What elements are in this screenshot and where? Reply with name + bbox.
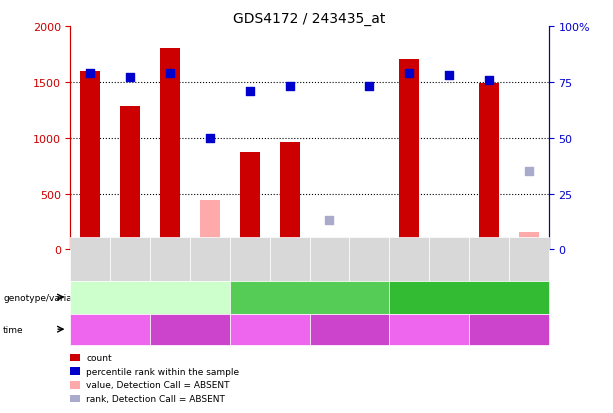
- Bar: [240, 153, 260, 250]
- Text: GSM538608: GSM538608: [325, 236, 334, 282]
- Text: GSM538617: GSM538617: [365, 236, 374, 282]
- Bar: [160, 49, 180, 250]
- Text: GSM538618: GSM538618: [524, 236, 533, 282]
- Text: genotype/variation: genotype/variation: [3, 293, 89, 302]
- Text: GSM538613: GSM538613: [126, 236, 135, 282]
- Text: 6 hours: 6 hours: [92, 324, 129, 335]
- Text: GSM538615: GSM538615: [444, 236, 454, 282]
- Text: GSM538616: GSM538616: [205, 236, 215, 282]
- Point: [205, 135, 215, 142]
- Title: GDS4172 / 243435_at: GDS4172 / 243435_at: [234, 12, 386, 26]
- Text: GSM538607: GSM538607: [166, 236, 175, 282]
- Text: 6 hours: 6 hours: [251, 324, 288, 335]
- Text: GSM538612: GSM538612: [405, 236, 414, 282]
- Point: [405, 70, 414, 77]
- Point: [444, 73, 454, 79]
- Text: time: time: [3, 325, 24, 334]
- Text: percentile rank within the sample: percentile rank within the sample: [86, 367, 240, 376]
- Point: [245, 88, 255, 95]
- Text: 6 hours: 6 hours: [411, 324, 447, 335]
- Bar: [319, 249, 340, 250]
- Bar: [280, 143, 300, 250]
- Bar: [120, 107, 140, 250]
- Text: (PML-RAR)α: (PML-RAR)α: [283, 293, 336, 302]
- Point: [166, 70, 175, 77]
- Bar: [399, 60, 419, 250]
- Point: [364, 84, 374, 90]
- Point: [125, 75, 135, 81]
- Text: 9 hours: 9 hours: [172, 324, 208, 335]
- Text: value, Detection Call = ABSENT: value, Detection Call = ABSENT: [86, 380, 230, 389]
- Text: GSM538614: GSM538614: [285, 236, 294, 282]
- Point: [484, 77, 494, 84]
- Text: count: count: [86, 353, 112, 362]
- Text: GSM538609: GSM538609: [484, 236, 493, 282]
- Text: 9 hours: 9 hours: [331, 324, 368, 335]
- Text: PR2VR (cleavage resistant
mutant): PR2VR (cleavage resistant mutant): [409, 288, 528, 307]
- Bar: [519, 232, 539, 250]
- Text: 9 hours: 9 hours: [490, 324, 527, 335]
- Bar: [80, 71, 101, 250]
- Point: [284, 84, 294, 90]
- Text: control: control: [134, 293, 166, 302]
- Text: GSM538611: GSM538611: [245, 236, 254, 282]
- Text: GSM538610: GSM538610: [86, 236, 95, 282]
- Bar: [200, 201, 220, 250]
- Point: [524, 169, 533, 175]
- Bar: [479, 84, 499, 250]
- Text: rank, Detection Call = ABSENT: rank, Detection Call = ABSENT: [86, 394, 226, 403]
- Point: [86, 70, 96, 77]
- Point: [325, 218, 335, 224]
